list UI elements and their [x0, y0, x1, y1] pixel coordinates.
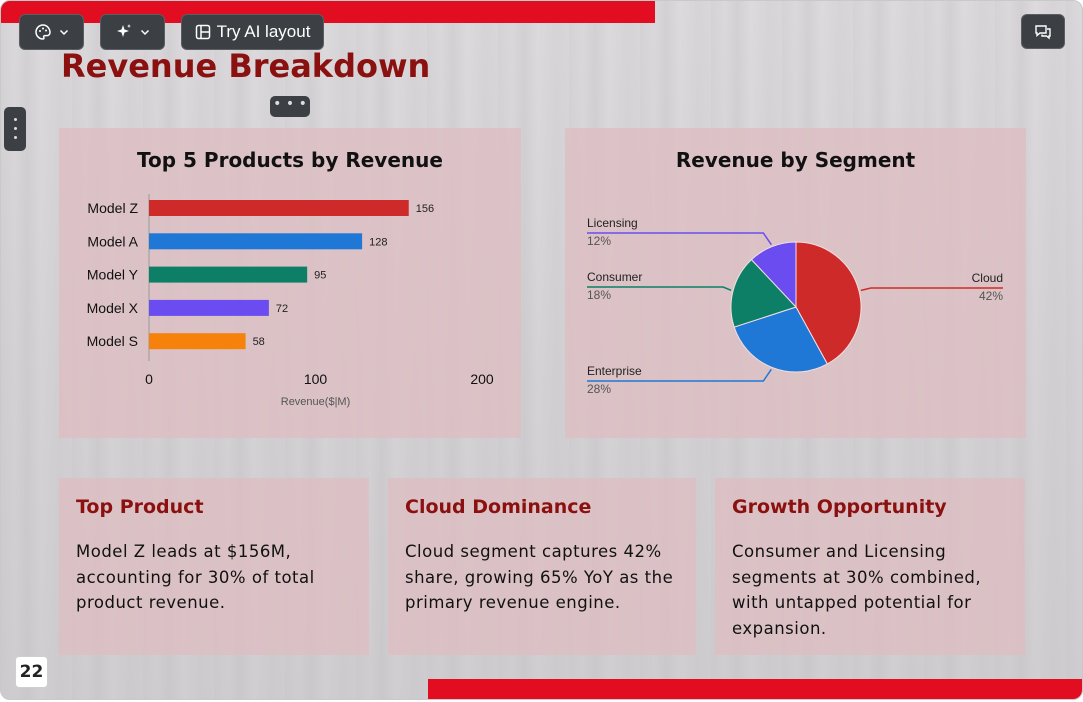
pie-slice[interactable] — [730, 258, 797, 328]
bar[interactable] — [149, 200, 409, 216]
bar-chart: Model Z 156 Model A 128 Model Y 95 Model X 72 Mo… — [87, 194, 494, 408]
sparkle-icon — [116, 24, 131, 37]
comments-button[interactable] — [1021, 14, 1065, 49]
drag-handle-horizontal[interactable]: • • • — [270, 96, 310, 117]
insight-title: Growth Opportunity — [732, 496, 947, 518]
insight-card-cloud-dominance[interactable]: Cloud Dominance Cloud segment captures 4… — [388, 478, 696, 655]
insight-text: Model Z leads at $156M, accounting for 3… — [76, 542, 315, 612]
accent-bar-bottom — [428, 679, 1082, 699]
insight-text: Consumer and Licensing segments at 30% c… — [732, 542, 982, 638]
category-label: Model A — [87, 233, 138, 249]
leader-line — [587, 232, 772, 246]
tick-label: 200 — [470, 371, 494, 387]
pie-chart: Cloud 42% Enterprise 28% Consumer 18% Licensin… — [587, 216, 1003, 396]
leader-line — [860, 287, 1003, 292]
slice-name-label: Licensing — [587, 216, 638, 230]
insight-title: Top Product — [76, 496, 204, 518]
leader-line — [587, 368, 772, 382]
category-label: Model S — [87, 333, 138, 349]
category-label: Model Z — [87, 200, 138, 216]
chevron-down-icon — [140, 29, 149, 36]
slice-name-label: Cloud — [972, 271, 1003, 285]
pie-slice[interactable] — [733, 306, 828, 373]
pie-chart-title: Revenue by Segment — [675, 148, 916, 172]
comment-icon — [1035, 24, 1051, 39]
slice-name-label: Consumer — [587, 270, 642, 284]
bar[interactable] — [149, 233, 363, 250]
bar[interactable] — [149, 299, 269, 316]
pie-slice[interactable] — [795, 241, 862, 365]
slice-percent-label: 18% — [587, 288, 611, 302]
chevron-down-icon — [59, 29, 68, 36]
slice-name-label: Enterprise — [587, 364, 642, 378]
ai-menu-button[interactable] — [100, 14, 165, 50]
data-label: 72 — [276, 303, 288, 315]
data-label: 58 — [253, 336, 265, 348]
pie-chart-card[interactable]: Revenue by Segment Cloud 42% Enterprise 28%… — [565, 128, 1026, 438]
insight-text: Cloud segment captures 42% share, growin… — [405, 542, 674, 612]
tick-label: 0 — [145, 371, 153, 387]
data-label: 95 — [314, 270, 326, 282]
page-number: 22 — [15, 656, 48, 688]
try-ai-layout-button[interactable]: Try AI layout — [181, 14, 324, 50]
try-ai-layout-label: Try AI layout — [216, 22, 311, 41]
insight-title: Cloud Dominance — [405, 496, 592, 518]
slide-title[interactable]: Revenue Breakdown — [61, 47, 431, 85]
category-label: Model X — [87, 300, 139, 316]
palette-icon — [34, 24, 51, 40]
insight-card-top-product[interactable]: Top Product Model Z leads at $156M, acco… — [59, 478, 369, 655]
slice-percent-label: 42% — [979, 289, 1003, 303]
slice-percent-label: 12% — [587, 234, 611, 248]
x-axis-label: Revenue($|M) — [281, 396, 351, 408]
layout-icon — [195, 24, 210, 40]
drag-handle-vertical[interactable] — [4, 107, 26, 151]
bar-chart-card[interactable]: Top 5 Products by Revenue Model Z 156 Mode… — [59, 128, 521, 438]
data-label: 128 — [369, 236, 387, 248]
bar[interactable] — [149, 266, 308, 283]
bar-chart-title: Top 5 Products by Revenue — [137, 148, 443, 172]
leader-line — [587, 286, 732, 292]
insight-card-growth-opportunity[interactable]: Growth Opportunity Consumer and Licensin… — [715, 478, 1025, 655]
slice-percent-label: 28% — [587, 382, 611, 396]
theme-menu-button[interactable] — [19, 14, 84, 50]
category-label: Model Y — [87, 267, 139, 283]
tick-label: 100 — [304, 371, 328, 387]
pie-slice[interactable] — [750, 241, 797, 309]
data-label: 156 — [416, 203, 434, 215]
bar[interactable] — [149, 333, 246, 350]
